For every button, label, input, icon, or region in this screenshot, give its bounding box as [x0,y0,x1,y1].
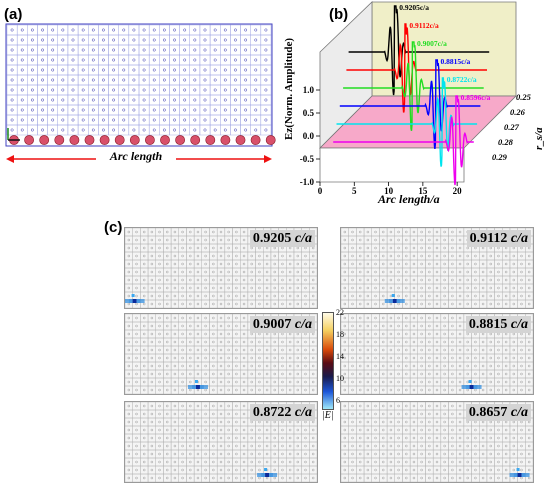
series-label: 0.9007c/a [417,39,447,48]
colorbar-tick: 10 [336,374,344,383]
depth-tick-label: 0.28 [498,137,514,147]
frequency-unit: c/a [510,231,528,246]
field-hotspot [257,468,278,477]
field-hotspot [509,468,530,477]
field-hotspot [384,294,405,303]
boundary-rod [190,135,201,145]
series-line [336,77,478,167]
field-hotspot [125,294,145,303]
frequency-unit: c/a [294,317,312,332]
depth-axis-ticks: 0.25 0.26 0.27 0.28 0.29 [492,92,532,162]
x-axis-label: Arc length/a [377,192,440,206]
frequency-value: 0.8815 [468,317,511,332]
y-tick-label: 0.0 [303,131,315,141]
frequency-value: 0.8657 [468,405,511,420]
colorbar-tick: 14 [336,352,344,361]
field-map: 0.8722 c/a [124,401,318,483]
series-label: 0.9205c/a [399,3,429,12]
boundary-rod [144,135,155,145]
x-tick-label: 20 [453,186,463,196]
field-hotspot [461,380,482,389]
series-label: 0.8596c/a [461,93,491,102]
field-hotspot [187,380,208,389]
colorbar-tick: 18 [336,330,344,339]
series-line [346,23,487,113]
frequency-label: 0.8722 c/a [249,404,315,421]
frequency-value: 0.8722 [252,405,295,420]
y-axis-label: Ez(Norm. Amplitude) [283,38,295,140]
frequency-label: 0.9112 c/a [466,230,531,247]
field-map: 0.9112 c/a [340,227,534,309]
boundary-rod [54,135,65,145]
arc-length-label: Arc length [96,149,176,164]
boundary-rod [24,135,34,145]
y-axis-ticks: 1.0 0.5 0.0 -0.5 -1.0 [300,85,320,187]
boundary-rod [99,135,110,145]
field-map: 0.8815 c/a [340,313,534,395]
lattice-grid [6,24,272,136]
boundary-rod [265,135,276,145]
series-label: 0.8815c/a [440,57,470,66]
colorbar [322,312,334,410]
frequency-unit: c/a [510,317,528,332]
boundary-rod [39,135,50,145]
frequency-unit: c/a [294,405,312,420]
front-frame [319,147,465,183]
x-axis-ticks: 0 5 10 15 20 [318,182,462,196]
panel-b-label: (b) [329,6,349,23]
x-tick-label: 10 [384,186,394,196]
series-line [343,41,484,131]
boundary-rod [235,135,246,145]
x-tick-label: 0 [318,186,323,196]
frequency-label: 0.9007 c/a [249,316,315,333]
boundary-rod [175,135,185,145]
frequency-label: 0.8815 c/a [465,316,531,333]
photonic-crystal-structure [5,23,276,163]
colorbar-tick: 6 [336,396,340,405]
series-label: 0.9112c/a [409,21,439,30]
colorbar-tick: 22 [336,308,344,317]
waterfall-chart: 0.9205c/a 0.9112c/a 0.9007c/a 0.8815c/a 0.87… [283,1,545,206]
frequency-value: 0.9205 [252,231,295,246]
depth-tick-label: 0.29 [492,152,508,162]
frequency-unit: c/a [510,405,528,420]
depth-tick-label: 0.25 [516,92,532,102]
boundary-rod [84,135,95,145]
frequency-label: 0.9205 c/a [249,230,315,247]
colorbar-label: |E| [322,410,334,421]
boundary-rod [160,135,170,145]
y-tick-label: -1.0 [300,177,315,187]
boundary-rod [69,135,80,145]
frequency-value: 0.9112 [469,231,511,246]
panel-c-label: (c) [104,219,123,236]
boundary-rod [205,135,216,145]
series-line [339,59,481,150]
x-tick-label: 15 [418,186,428,196]
panel-a-label: (a) [4,6,23,23]
field-map: 0.9007 c/a [124,313,318,395]
y-tick-label: 0.5 [303,108,315,118]
boundary-rod [220,135,231,145]
boundary-rod [250,135,261,145]
boundary-rod [129,135,140,145]
frequency-label: 0.8657 c/a [465,404,531,421]
frequency-value: 0.9007 [252,317,295,332]
field-map: 0.8657 c/a [340,401,534,483]
depth-axis-label: r_s/a [533,127,545,150]
frequency-unit: c/a [294,231,312,246]
series-traces: 0.9205c/a 0.9112c/a 0.9007c/a 0.8815c/a 0.87… [333,3,491,186]
field-map: 0.9205 c/a [124,227,318,309]
series-line [348,5,490,96]
series-line [333,95,474,186]
y-tick-label: 1.0 [303,85,315,95]
x-tick-label: 5 [352,186,357,196]
depth-tick-label: 0.26 [510,107,526,117]
interface-rods [9,135,276,145]
y-tick-label: -0.5 [300,154,315,164]
boundary-rod [114,135,125,145]
depth-tick-label: 0.27 [504,122,520,132]
series-label: 0.8722c/a [447,75,477,84]
